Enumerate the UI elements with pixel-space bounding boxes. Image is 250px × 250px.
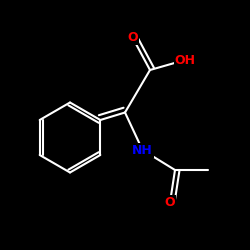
Text: OH: OH: [174, 54, 196, 66]
Text: NH: NH: [132, 144, 153, 156]
Text: O: O: [127, 31, 138, 44]
Text: O: O: [165, 196, 175, 209]
